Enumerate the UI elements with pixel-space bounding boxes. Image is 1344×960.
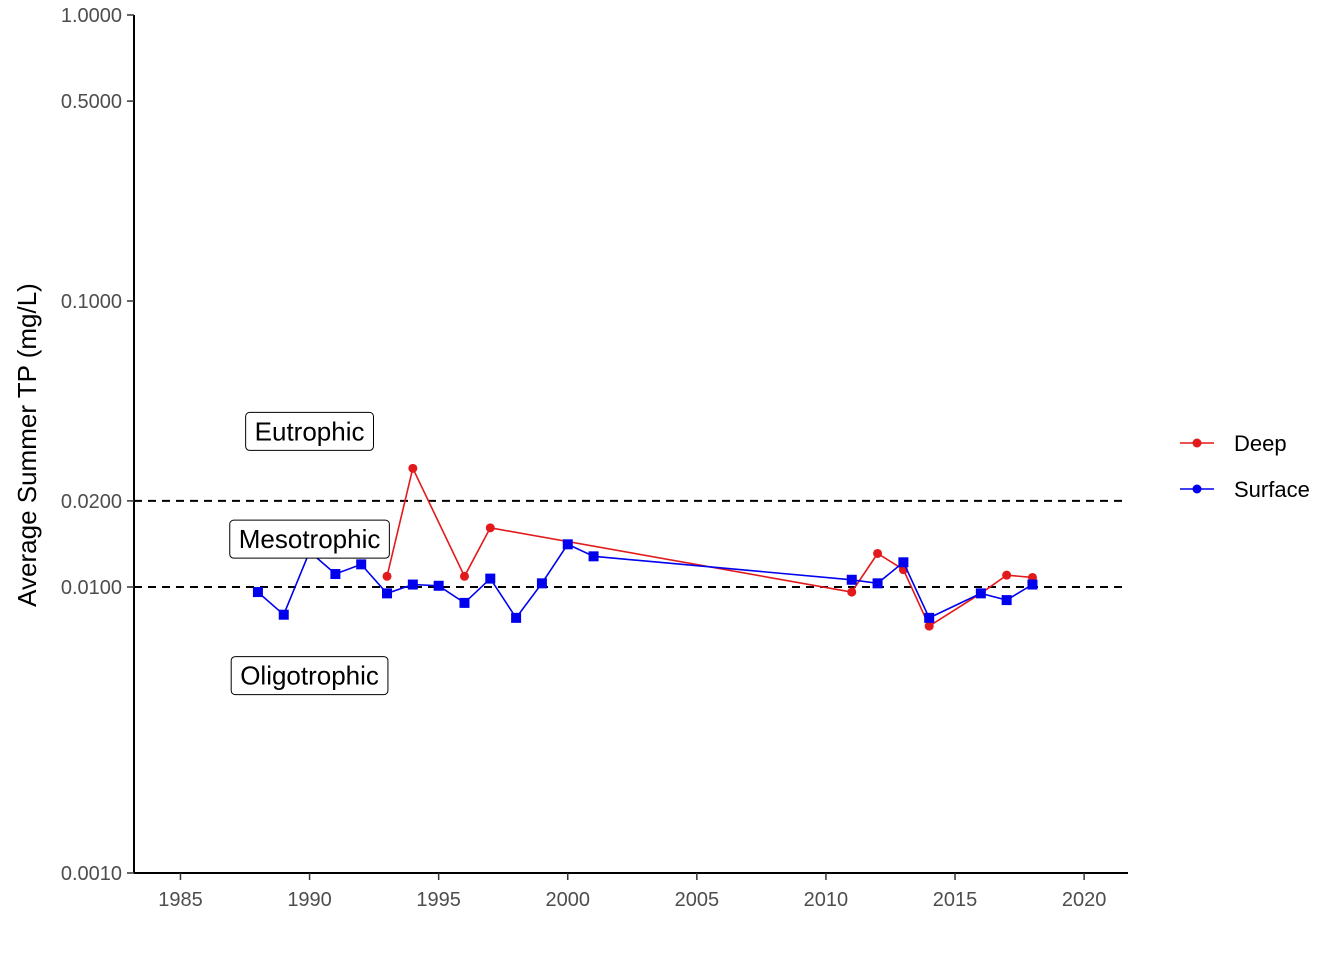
zone-label-eutrophic: Eutrophic (245, 411, 374, 451)
data-point-deep (485, 523, 495, 533)
y-tick-label: 0.0010 (61, 863, 122, 885)
axes: 1985 1990 1995 2000 2005 2010 2015 2020 0.0010 0.… (61, 5, 1128, 911)
x-tick-label: 2015 (933, 889, 978, 911)
series-surface (252, 539, 1038, 623)
x-tick-label: 2020 (1062, 889, 1107, 911)
x-tick-label: 1990 (287, 889, 332, 911)
data-point-deep (924, 621, 934, 631)
data-point-surface (1027, 579, 1038, 590)
data-point-surface (1001, 595, 1012, 606)
x-tick-label: 2005 (675, 889, 720, 911)
series-deep (382, 463, 1037, 631)
data-point-surface (536, 578, 547, 589)
data-point-deep (408, 463, 418, 473)
x-tick-label: 2000 (545, 889, 590, 911)
x-tick-label: 2010 (804, 889, 849, 911)
legend-marker (1192, 484, 1202, 494)
trophic-thresholds (134, 499, 1128, 588)
x-tick-label: 1995 (416, 889, 461, 911)
data-point-surface (433, 580, 444, 591)
data-point-surface (330, 569, 341, 580)
y-tick-label: 0.0100 (61, 577, 122, 599)
series-line-deep (386, 465, 1033, 628)
data-point-surface (924, 612, 935, 623)
data-point-surface (278, 609, 289, 620)
legend-label: Deep (1234, 431, 1287, 456)
legend-marker (1192, 438, 1202, 448)
data-point-surface (872, 578, 883, 589)
data-point-surface (407, 579, 418, 590)
y-tick-label: 0.5000 (61, 91, 122, 113)
legend: Deep Surface (1180, 431, 1310, 502)
zone-label-mesotrophic: Mesotrophic (229, 519, 390, 559)
zone-label-text: Mesotrophic (239, 524, 381, 554)
data-point-deep (382, 571, 392, 581)
zone-label-text: Oligotrophic (240, 661, 379, 691)
x-tick-label: 1985 (158, 889, 203, 911)
data-point-surface (588, 551, 599, 562)
data-point-deep (873, 548, 883, 558)
data-point-surface (382, 588, 393, 599)
y-tick-label: 1.0000 (61, 5, 122, 27)
data-point-surface (252, 587, 263, 598)
zone-label-box (230, 656, 389, 696)
data-point-surface (459, 597, 470, 608)
data-point-surface (975, 588, 986, 599)
data-point-deep (1002, 570, 1012, 580)
y-axis-title: Average Summer TP (mg/L) (12, 283, 42, 607)
data-point-surface (898, 557, 909, 568)
legend-label: Surface (1234, 477, 1310, 502)
data-point-surface (562, 539, 573, 550)
legend-item-surface: Surface (1180, 477, 1310, 502)
zone-label-box (229, 519, 390, 559)
zone-label-text: Eutrophic (255, 416, 365, 446)
data-point-deep (847, 587, 857, 597)
zone-label-oligotrophic: Oligotrophic (230, 656, 389, 696)
data-point-surface (846, 574, 857, 585)
trophic-zone-labels: Eutrophic Mesotrophic Oligotrophic (229, 411, 390, 696)
data-point-surface (356, 559, 367, 570)
y-tick-label: 0.1000 (61, 291, 122, 313)
y-tick-label: 0.0200 (61, 491, 122, 513)
data-series (252, 463, 1038, 631)
data-point-surface (485, 573, 496, 584)
data-point-surface (511, 612, 522, 623)
legend-item-deep: Deep (1180, 431, 1287, 456)
data-point-deep (459, 571, 469, 581)
zone-label-box (245, 411, 374, 451)
